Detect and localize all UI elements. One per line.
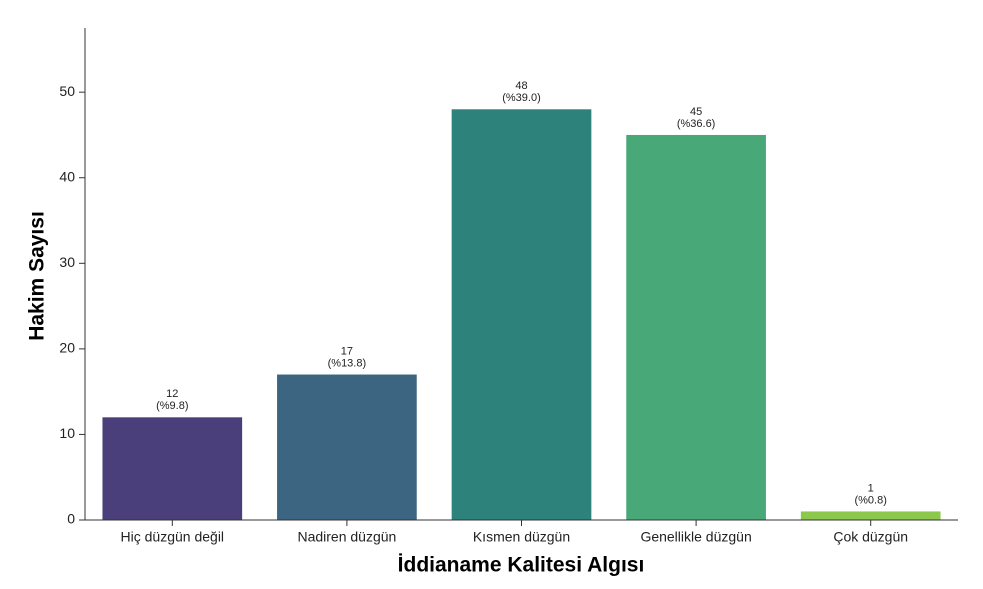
value-label: 45 bbox=[690, 106, 702, 118]
share-label: (%0.8) bbox=[854, 494, 886, 506]
x-tick-label: Kısmen düzgün bbox=[473, 529, 570, 545]
bar bbox=[451, 109, 592, 520]
value-label: 1 bbox=[868, 482, 874, 494]
x-tick-label: Hiç düzgün değil bbox=[121, 529, 225, 545]
bar bbox=[626, 134, 766, 520]
value-label: 48 bbox=[515, 80, 527, 92]
x-tick-label: Nadiren düzgün bbox=[297, 529, 396, 545]
share-label: (%9.8) bbox=[156, 400, 188, 412]
y-tick-label: 50 bbox=[59, 83, 75, 99]
bar bbox=[102, 417, 243, 520]
y-tick-label: 40 bbox=[59, 168, 75, 184]
y-tick-label: 20 bbox=[59, 340, 75, 356]
bar bbox=[277, 374, 417, 520]
value-label: 12 bbox=[166, 388, 178, 400]
y-tick-label: 30 bbox=[59, 254, 75, 270]
share-label: (%36.6) bbox=[677, 118, 716, 130]
share-label: (%39.0) bbox=[502, 92, 541, 104]
x-axis-title: İddianame Kalitesi Algısı bbox=[398, 554, 645, 577]
x-tick-label: Çok düzgün bbox=[833, 529, 908, 545]
value-label: 17 bbox=[341, 345, 353, 357]
share-label: (%13.8) bbox=[328, 357, 367, 369]
x-tick-label: Genellikle düzgün bbox=[640, 529, 751, 545]
bar bbox=[800, 511, 941, 520]
y-tick-label: 10 bbox=[59, 425, 75, 441]
y-tick-label: 0 bbox=[67, 511, 75, 527]
y-axis-title: Hakim Sayısı bbox=[26, 211, 49, 341]
